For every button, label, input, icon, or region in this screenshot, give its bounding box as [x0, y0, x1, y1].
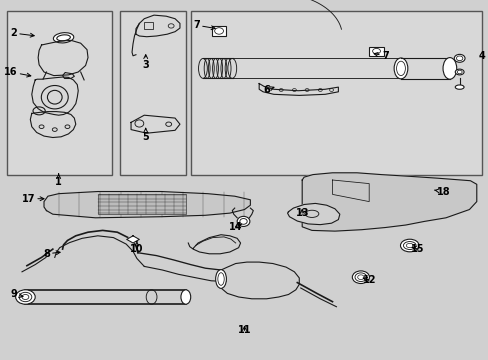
Ellipse shape	[215, 270, 226, 288]
Ellipse shape	[454, 85, 463, 89]
Ellipse shape	[393, 58, 407, 79]
Ellipse shape	[53, 33, 74, 43]
Bar	[7, 11, 112, 175]
Ellipse shape	[442, 58, 456, 79]
Text: 11: 11	[237, 325, 251, 336]
Text: 1: 1	[55, 174, 62, 187]
Text: 3: 3	[142, 55, 149, 70]
Text: 12: 12	[362, 275, 375, 285]
Text: 5: 5	[142, 129, 149, 142]
Text: 9: 9	[10, 289, 23, 300]
Polygon shape	[287, 203, 339, 225]
Text: 14: 14	[228, 222, 242, 232]
Polygon shape	[219, 262, 299, 299]
Bar	[98, 194, 185, 214]
Polygon shape	[302, 173, 476, 231]
Ellipse shape	[454, 69, 463, 75]
Ellipse shape	[181, 290, 190, 304]
Text: 18: 18	[433, 186, 450, 197]
Text: 10: 10	[130, 241, 143, 254]
Ellipse shape	[400, 239, 418, 252]
Bar	[368, 47, 383, 56]
Bar	[212, 26, 225, 36]
Ellipse shape	[351, 271, 369, 284]
Text: 2: 2	[10, 28, 34, 38]
Text: 6: 6	[263, 85, 273, 95]
Ellipse shape	[453, 54, 464, 62]
Text: 8: 8	[43, 249, 60, 259]
Polygon shape	[126, 236, 139, 243]
Bar	[144, 22, 153, 29]
Text: 7: 7	[373, 51, 388, 61]
Text: 7: 7	[193, 20, 215, 30]
Ellipse shape	[16, 290, 35, 304]
Text: 15: 15	[410, 244, 424, 254]
Text: 4: 4	[477, 51, 484, 61]
Text: 13: 13	[295, 208, 308, 218]
Text: 16: 16	[4, 67, 31, 77]
Bar	[190, 11, 481, 175]
Ellipse shape	[57, 35, 70, 41]
Polygon shape	[44, 192, 250, 218]
Text: 17: 17	[21, 194, 44, 204]
Bar	[120, 11, 185, 175]
Ellipse shape	[237, 216, 249, 226]
